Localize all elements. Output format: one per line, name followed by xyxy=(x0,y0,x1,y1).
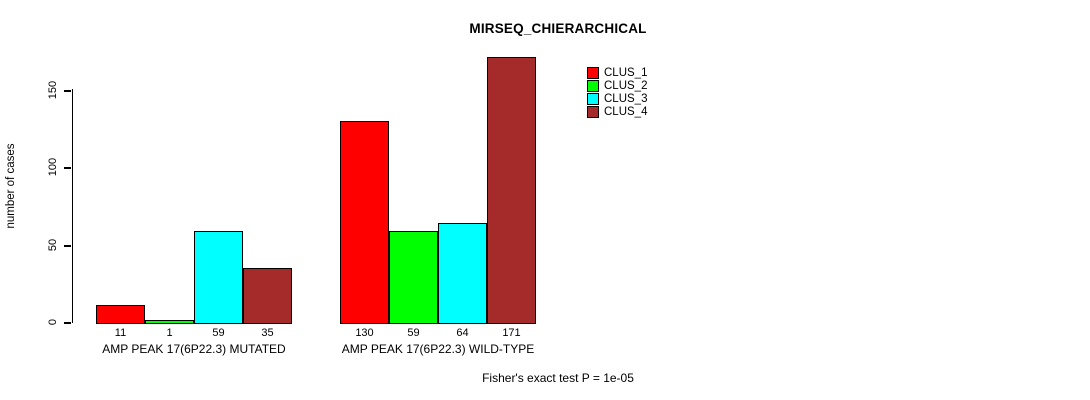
bar-value-label: 59 xyxy=(407,327,420,339)
y-axis-label: number of cases xyxy=(5,143,17,229)
bar-clus_1-group2 xyxy=(340,121,389,324)
legend-item: CLUS_3 xyxy=(587,92,647,105)
y-tick xyxy=(64,167,71,169)
bar-value-label: 59 xyxy=(212,327,225,339)
legend-swatch-clus_2 xyxy=(587,79,599,92)
y-tick-label: 150 xyxy=(47,80,59,100)
footnote: Fisher's exact test P = 1e-05 xyxy=(482,371,634,385)
bar-clus_3-group1 xyxy=(194,231,243,324)
y-axis-line xyxy=(71,89,73,323)
legend-item: CLUS_2 xyxy=(587,79,647,92)
legend-label: CLUS_1 xyxy=(604,66,648,79)
group-label: AMP PEAK 17(6P22.3) WILD-TYPE xyxy=(341,342,535,356)
y-tick xyxy=(64,322,71,324)
y-tick xyxy=(64,90,71,92)
legend-label: CLUS_4 xyxy=(604,106,648,119)
legend-swatch-clus_4 xyxy=(587,106,599,119)
legend-swatch-clus_3 xyxy=(587,92,599,105)
bar-clus_4-group2 xyxy=(487,57,536,324)
chart-title: MIRSEQ_CHIERARCHICAL xyxy=(469,21,647,36)
bar-value-label: 35 xyxy=(261,327,274,339)
y-tick-label: 0 xyxy=(47,318,59,326)
legend-swatch-clus_1 xyxy=(587,66,599,79)
legend-item: CLUS_1 xyxy=(587,66,647,79)
legend-label: CLUS_2 xyxy=(604,79,648,92)
y-tick-label: 50 xyxy=(47,238,59,252)
y-tick xyxy=(64,245,71,247)
bar-clus_2-group2 xyxy=(389,231,438,324)
legend-item: CLUS_4 xyxy=(587,106,647,119)
bar-value-label: 171 xyxy=(502,327,521,339)
bar-value-label: 130 xyxy=(355,327,374,339)
bar-value-label: 1 xyxy=(166,327,173,339)
legend: CLUS_1 CLUS_2 CLUS_3 CLUS_4 xyxy=(587,66,647,119)
bar-clus_1-group1 xyxy=(96,305,145,324)
bar-clus_4-group1 xyxy=(243,268,292,324)
bar-clus_3-group2 xyxy=(438,223,487,324)
bar-value-label: 64 xyxy=(456,327,469,339)
bar-value-label: 11 xyxy=(114,327,127,339)
group-label: AMP PEAK 17(6P22.3) MUTATED xyxy=(102,342,286,356)
y-tick-label: 100 xyxy=(47,157,59,177)
bar-clus_2-group1 xyxy=(145,320,194,324)
legend-label: CLUS_3 xyxy=(604,92,648,105)
